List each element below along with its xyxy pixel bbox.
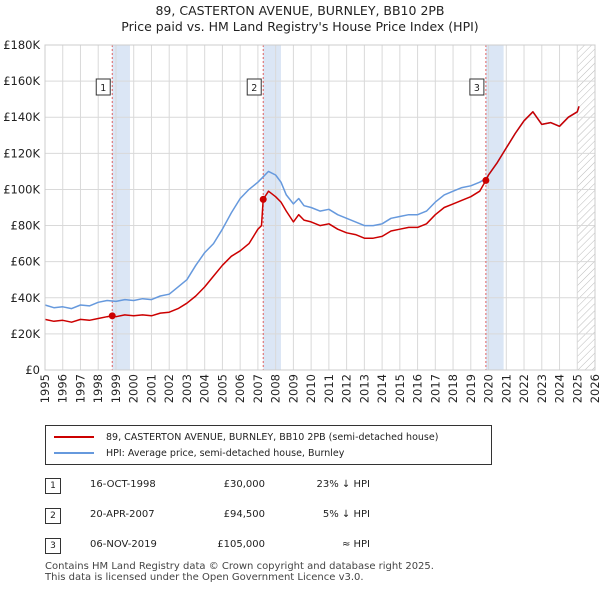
property-line — [44, 106, 580, 323]
x-tick-label: 2026 — [588, 374, 600, 403]
x-tick-label: 2024 — [553, 374, 567, 403]
y-tick-label: £60K — [11, 255, 41, 269]
x-tick-label: 1999 — [109, 374, 123, 403]
y-tick-label: £140K — [3, 110, 40, 124]
y-tick-label: £120K — [3, 146, 40, 160]
chart-subtitle: Price paid vs. HM Land Registry's House … — [121, 19, 479, 34]
x-tick-label: 2006 — [233, 374, 247, 403]
marker-box — [469, 78, 485, 96]
x-tick-label: 2012 — [340, 374, 354, 403]
marker-label: 2 — [251, 83, 257, 94]
marker-box — [246, 78, 262, 96]
x-tick-label: 2013 — [357, 374, 371, 403]
sale-point — [108, 312, 116, 320]
y-tick-label: £40K — [11, 291, 41, 305]
transaction-number: 1 — [45, 478, 61, 494]
highlight-band — [112, 45, 130, 370]
transaction-date: 20-APR-2007 — [90, 509, 155, 520]
x-tick-label: 2005 — [215, 374, 229, 403]
x-tick-label: 2016 — [411, 374, 425, 403]
x-tick-label: 2007 — [251, 374, 265, 403]
legend: 89, CASTERTON AVENUE, BURNLEY, BB10 2PB … — [45, 425, 492, 465]
transaction-hpi: 23% ↓ HPI — [316, 479, 370, 490]
x-tick-label: 1995 — [38, 374, 52, 403]
y-tick-label: £80K — [11, 219, 41, 233]
marker-label: 1 — [100, 83, 106, 94]
marker-box — [95, 78, 111, 96]
transaction-date: 06-NOV-2019 — [90, 539, 157, 550]
transaction-price: £30,000 — [223, 479, 265, 490]
x-tick-label: 2010 — [304, 374, 318, 403]
price-chart: £0 £20K £40K £60K £80K £100K £120K £140K £160K £1… — [3, 38, 600, 403]
legend-swatch-hpi — [54, 452, 94, 454]
y-tick-label: £160K — [3, 74, 40, 88]
transaction-hpi: 5% ↓ HPI — [322, 509, 370, 520]
transaction-price: £94,500 — [223, 509, 265, 520]
x-tick-label: 2021 — [499, 374, 513, 403]
marker-label: 3 — [474, 83, 480, 94]
legend-swatch-property — [54, 436, 94, 438]
transaction-price: £105,000 — [217, 539, 265, 550]
x-tick-label: 2018 — [446, 374, 460, 403]
highlight-band — [485, 45, 504, 370]
x-tick-label: 2000 — [127, 374, 141, 403]
x-tick-label: 2025 — [570, 374, 584, 403]
x-tick-label: 2020 — [482, 374, 496, 403]
x-tick-label: 2004 — [198, 374, 212, 403]
x-tick-label: 2015 — [393, 374, 407, 403]
legend-item-hpi: HPI: Average price, semi-detached house,… — [54, 446, 344, 460]
footer-licence: This data is licensed under the Open Gov… — [45, 572, 364, 583]
x-tick-label: 1996 — [56, 374, 70, 403]
x-tick-label: 2011 — [322, 374, 336, 403]
transaction-hpi: ≈ HPI — [341, 539, 370, 550]
transaction-number: 2 — [45, 508, 61, 524]
y-tick-label: £100K — [3, 182, 40, 196]
highlight-band — [263, 45, 281, 370]
x-tick-label: 1998 — [91, 374, 105, 403]
transaction-date: 16-OCT-1998 — [90, 479, 156, 490]
x-tick-label: 2023 — [535, 374, 549, 403]
footer-copyright: Contains HM Land Registry data © Crown c… — [45, 561, 434, 572]
x-tick-label: 2017 — [428, 374, 442, 403]
chart-title: 89, CASTERTON AVENUE, BURNLEY, BB10 2PB — [155, 3, 445, 18]
legend-item-property: 89, CASTERTON AVENUE, BURNLEY, BB10 2PB … — [54, 430, 438, 444]
footer: Contains HM Land Registry data © Crown c… — [45, 561, 434, 583]
plot-frame — [44, 44, 596, 371]
x-tick-label: 2019 — [464, 374, 478, 403]
x-tick-label: 2003 — [180, 374, 194, 403]
x-tick-label: 2014 — [375, 374, 389, 403]
legend-label-hpi: HPI: Average price, semi-detached house,… — [106, 447, 345, 459]
sale-point — [259, 195, 267, 203]
y-tick-label: £180K — [3, 38, 40, 52]
x-tick-label: 2001 — [144, 374, 158, 403]
y-tick-label: £20K — [11, 327, 41, 341]
y-tick-label: £0 — [25, 363, 40, 377]
forecast-region — [577, 45, 595, 370]
x-tick-label: 2009 — [286, 374, 300, 403]
legend-label-property: 89, CASTERTON AVENUE, BURNLEY, BB10 2PB … — [106, 431, 439, 443]
transaction-number: 3 — [45, 538, 61, 554]
x-tick-label: 2022 — [517, 374, 531, 403]
x-tick-label: 1997 — [73, 374, 87, 403]
sale-point — [482, 176, 490, 184]
x-tick-label: 2002 — [162, 374, 176, 403]
x-tick-label: 2008 — [269, 374, 283, 403]
